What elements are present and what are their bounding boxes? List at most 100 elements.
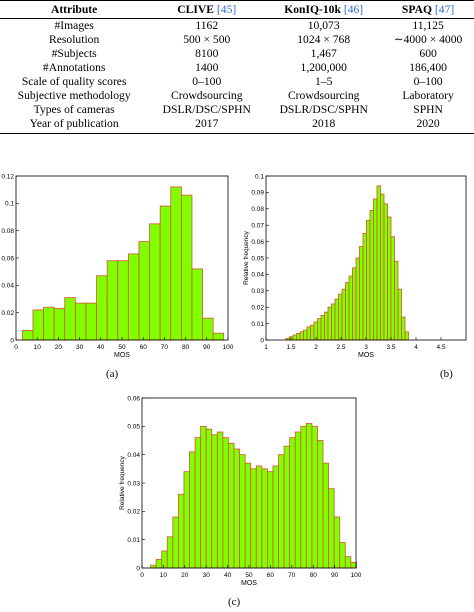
x-tick-label: 3.5 bbox=[386, 344, 395, 351]
histogram-bar bbox=[352, 267, 357, 341]
histogram-bar bbox=[261, 468, 268, 569]
histogram-bar bbox=[212, 332, 225, 341]
x-tick-label: 40 bbox=[224, 572, 232, 579]
histogram-bar bbox=[255, 465, 263, 569]
table-cell: 2020 bbox=[382, 117, 474, 134]
histogram-bar bbox=[299, 331, 304, 341]
table-cell: 0–100 bbox=[413, 75, 443, 88]
table-row: Year of publication 2017 2018 2020 bbox=[0, 117, 474, 134]
histogram-bar bbox=[305, 423, 313, 569]
histogram-bar bbox=[362, 233, 367, 341]
table-header-row: Attribute CLIVE [45] KonIQ-10k [46] SPAQ… bbox=[0, 0, 474, 19]
histogram-bar bbox=[216, 431, 224, 569]
table-cell: 2018 bbox=[265, 117, 383, 134]
histogram-bar bbox=[233, 448, 240, 569]
histogram-bar bbox=[390, 236, 395, 341]
histogram-bar bbox=[239, 454, 246, 569]
table-row: #Annotations 1400 1,200,000 186,400 bbox=[0, 61, 474, 75]
histogram-bar bbox=[267, 471, 274, 569]
table-cell: Subjective methodology bbox=[17, 89, 131, 102]
table-cell: Crowdsourcing bbox=[171, 89, 243, 102]
histogram-bar bbox=[387, 216, 392, 341]
table-cell: DSLR/DSC/SPHN bbox=[162, 103, 251, 116]
histogram-bar bbox=[170, 186, 182, 341]
header-label: KonIQ-10k bbox=[284, 3, 341, 16]
table-cell: Scale of quality scores bbox=[21, 75, 127, 88]
y-tick-label: 0 bbox=[136, 565, 140, 572]
x-tick-label: 10 bbox=[34, 344, 42, 351]
table-row: Subjective methodology Crowdsourcing Crowd… bbox=[0, 89, 474, 103]
histogram-bar bbox=[166, 536, 174, 569]
x-tick-label: 1 bbox=[264, 344, 268, 351]
mos-histogram-c: 0 10 20 30 40 50 60 70 80 90 100 0 0.01 0.02 0.03 0.04 0… bbox=[119, 395, 362, 587]
citation-number: 47 bbox=[438, 3, 451, 16]
table-cell: 2017 bbox=[148, 117, 266, 134]
x-tick-label: 2.5 bbox=[336, 344, 345, 351]
x-tick-label: 20 bbox=[181, 572, 189, 579]
header-koniq: KonIQ-10k [46] bbox=[265, 0, 383, 19]
y-tick-label: 0.04 bbox=[251, 272, 264, 279]
x-tick-label: 90 bbox=[203, 344, 211, 351]
table-row: #Subjects 8100 1,467 600 bbox=[0, 47, 474, 61]
y-tick-label: 0.02 bbox=[127, 509, 140, 516]
y-axis-label: Relative frequency bbox=[119, 455, 126, 510]
histogram-bar bbox=[189, 451, 196, 569]
mos-histogram-a: 0 10 20 30 40 50 60 70 80 90 100 0 0.02 0.04 0.06 0.08 0… bbox=[1, 173, 233, 359]
histogram-bar bbox=[338, 293, 343, 341]
x-axis-label: MOS bbox=[114, 352, 130, 359]
histogram-bar bbox=[191, 268, 203, 341]
table-cell: DSLR/DSC/SPHN bbox=[279, 103, 368, 116]
citation-link[interactable]: [45] bbox=[216, 3, 237, 16]
y-tick-label: 0.05 bbox=[127, 424, 140, 431]
table-row: #Images 1162 10,073 11,125 bbox=[0, 19, 474, 34]
histogram-bar bbox=[149, 223, 161, 341]
table-row: Scale of quality scores 0–100 1–5 0–100 bbox=[0, 75, 474, 89]
y-tick-label: 0.04 bbox=[1, 283, 14, 290]
histogram-bar bbox=[339, 542, 346, 569]
x-tick-label: 70 bbox=[288, 572, 296, 579]
x-tick-label: 4 bbox=[414, 344, 418, 351]
citation-number: 45 bbox=[220, 3, 233, 16]
x-tick-label: 90 bbox=[331, 572, 339, 579]
histogram-bar bbox=[300, 425, 307, 569]
x-tick-label: 50 bbox=[118, 344, 126, 351]
histogram-bar bbox=[272, 465, 279, 569]
table-cell: Crowdsourcing bbox=[287, 89, 360, 102]
table-cell: ∼4000 × 4000 bbox=[393, 33, 463, 46]
histogram-bar bbox=[331, 303, 336, 341]
x-tick-label: 20 bbox=[55, 344, 63, 351]
histogram-bar bbox=[150, 564, 157, 569]
histogram-bar bbox=[373, 198, 378, 341]
histogram-bar bbox=[205, 428, 213, 569]
caption-a: (a) bbox=[106, 368, 119, 380]
histogram-bar bbox=[355, 257, 360, 341]
citation-link[interactable]: [47] bbox=[434, 3, 455, 16]
histogram-bar bbox=[320, 314, 325, 341]
y-tick-label: 0.12 bbox=[1, 173, 14, 180]
x-axis-label: MOS bbox=[358, 352, 374, 359]
histogram-bar bbox=[292, 334, 297, 341]
table-row: Types of cameras DSLR/DSC/SPHN DSLR/DSC/SP… bbox=[0, 103, 474, 117]
histogram-bar bbox=[306, 326, 311, 341]
y-tick-label: 0.03 bbox=[251, 288, 264, 295]
table-row: Resolution 500 × 500 1024 × 768 ∼4000 × 400… bbox=[0, 33, 474, 47]
histogram-bar bbox=[344, 556, 352, 569]
histogram-bar bbox=[317, 318, 322, 341]
table-cell: 500 × 500 bbox=[183, 33, 231, 46]
x-axis-label: MOS bbox=[241, 580, 257, 587]
citation-link[interactable]: [46] bbox=[343, 3, 364, 16]
histogram-bar bbox=[289, 437, 296, 569]
histogram-bar bbox=[138, 241, 150, 341]
histogram-bar bbox=[161, 550, 168, 569]
histogram-bar bbox=[311, 425, 318, 569]
histogram-bar bbox=[322, 462, 330, 569]
histogram-bar bbox=[155, 559, 163, 569]
y-tick-label: 0.06 bbox=[251, 239, 264, 246]
histogram-bar bbox=[394, 260, 399, 341]
table-cell: 8100 bbox=[195, 47, 219, 60]
histogram-bar bbox=[369, 210, 374, 341]
histogram-bar bbox=[228, 442, 235, 569]
y-tick-label: 0.08 bbox=[251, 206, 264, 213]
histogram-bar bbox=[43, 306, 55, 341]
y-tick-label: 0.06 bbox=[127, 395, 140, 402]
